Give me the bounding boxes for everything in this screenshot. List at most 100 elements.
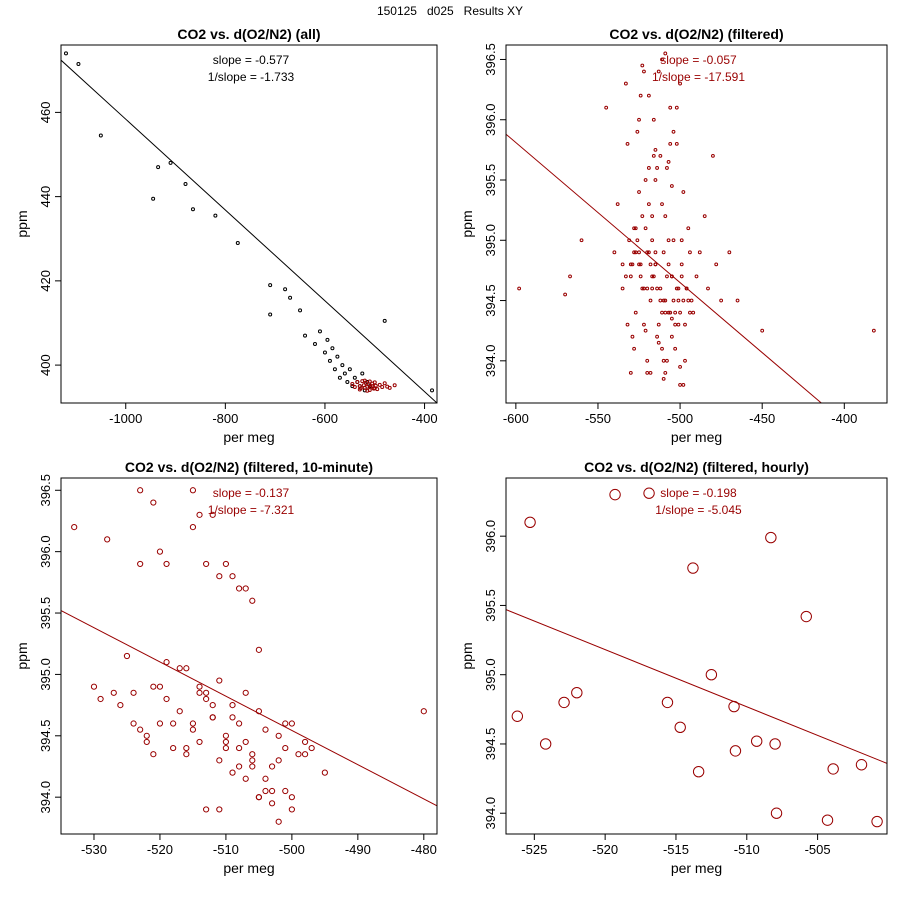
data-point bbox=[216, 573, 223, 580]
data-point bbox=[827, 763, 839, 775]
data-point bbox=[623, 274, 628, 279]
data-point bbox=[511, 710, 524, 722]
data-point bbox=[666, 160, 671, 164]
data-point bbox=[372, 386, 377, 391]
data-point bbox=[691, 310, 696, 315]
x-axis-label: per meg bbox=[223, 860, 274, 876]
data-point bbox=[855, 759, 868, 771]
data-point bbox=[216, 806, 223, 813]
data-point bbox=[249, 763, 256, 770]
x-tick-label: -400 bbox=[831, 411, 857, 426]
data-point bbox=[97, 695, 104, 703]
data-point bbox=[678, 383, 682, 387]
data-point bbox=[668, 141, 673, 146]
data-point bbox=[651, 153, 656, 158]
data-point bbox=[275, 818, 282, 825]
x-tick-label: -530 bbox=[81, 842, 107, 857]
y-tick-label: 395.5 bbox=[483, 164, 498, 197]
chart-panel-1: CO2 vs. d(O2/N2) (all) -1000 -800 -600 -400 4… bbox=[14, 26, 438, 445]
data-point bbox=[176, 665, 183, 672]
y-tick-label: 394.0 bbox=[483, 345, 498, 378]
data-point bbox=[656, 322, 661, 327]
y-tick-label: 395.0 bbox=[483, 224, 498, 257]
data-point bbox=[642, 286, 646, 291]
data-point bbox=[681, 298, 686, 303]
data-point bbox=[150, 683, 157, 690]
data-point bbox=[255, 646, 262, 653]
data-point bbox=[735, 298, 740, 303]
y-tick-label: 420 bbox=[38, 270, 53, 292]
data-point bbox=[347, 367, 352, 372]
data-point bbox=[117, 702, 124, 709]
y-tick-label: 396.5 bbox=[38, 474, 53, 507]
data-point bbox=[163, 659, 170, 666]
data-point bbox=[203, 560, 210, 568]
data-point bbox=[283, 287, 288, 292]
data-point bbox=[90, 683, 98, 690]
data-point bbox=[262, 775, 269, 782]
data-point bbox=[653, 147, 658, 152]
data-point bbox=[645, 358, 650, 363]
data-point bbox=[643, 487, 655, 499]
chart-panel-3: CO2 vs. d(O2/N2) (filtered, 10-minute) -5… bbox=[14, 459, 438, 876]
data-point bbox=[661, 358, 666, 363]
data-point bbox=[222, 738, 230, 746]
data-point bbox=[665, 358, 669, 363]
data-point bbox=[524, 516, 536, 529]
data-point bbox=[669, 334, 674, 339]
data-point bbox=[683, 358, 687, 363]
data-point bbox=[262, 787, 269, 795]
data-point bbox=[430, 388, 435, 393]
data-point bbox=[638, 274, 643, 279]
data-point bbox=[130, 689, 137, 696]
data-point bbox=[633, 250, 638, 255]
x-tick-label: -520 bbox=[592, 842, 618, 857]
data-point bbox=[681, 383, 686, 387]
y-tick-label: 440 bbox=[38, 186, 53, 208]
data-point bbox=[317, 329, 322, 334]
data-point bbox=[632, 346, 636, 351]
data-point bbox=[800, 610, 812, 623]
data-point bbox=[633, 310, 638, 315]
data-point bbox=[156, 683, 164, 690]
data-point bbox=[656, 340, 661, 345]
data-point bbox=[558, 696, 570, 709]
data-point bbox=[332, 367, 337, 372]
data-point bbox=[660, 57, 664, 62]
y-tick-label: 394.5 bbox=[483, 728, 498, 761]
data-point bbox=[163, 695, 170, 703]
data-points bbox=[511, 487, 883, 828]
data-point bbox=[655, 166, 659, 170]
data-point bbox=[104, 536, 111, 543]
data-point bbox=[628, 262, 633, 267]
data-point bbox=[71, 524, 78, 531]
data-point bbox=[255, 794, 262, 801]
data-point bbox=[729, 745, 742, 757]
data-point bbox=[674, 105, 679, 110]
data-point bbox=[249, 597, 256, 604]
data-points bbox=[71, 487, 427, 825]
data-point bbox=[663, 51, 668, 56]
x-tick-label: -450 bbox=[749, 411, 775, 426]
data-point bbox=[189, 720, 197, 727]
data-point bbox=[637, 250, 641, 255]
data-point bbox=[137, 560, 144, 568]
data-point bbox=[678, 310, 682, 315]
y-axis-label: ppm bbox=[459, 210, 475, 237]
data-point bbox=[687, 562, 699, 574]
data-point bbox=[679, 274, 684, 279]
data-point bbox=[678, 364, 682, 369]
data-point bbox=[711, 153, 715, 158]
inverse-slope-annotation: 1/slope = -1.733 bbox=[208, 70, 295, 84]
inverse-slope-annotation: 1/slope = -5.045 bbox=[655, 503, 742, 517]
data-point bbox=[352, 384, 357, 389]
data-point bbox=[236, 720, 243, 727]
data-point bbox=[625, 141, 630, 146]
data-point bbox=[625, 322, 630, 327]
data-point bbox=[350, 382, 355, 387]
data-point bbox=[620, 286, 625, 291]
data-point bbox=[275, 757, 282, 764]
y-tick-label: 394.5 bbox=[483, 284, 498, 317]
data-point bbox=[325, 337, 330, 342]
